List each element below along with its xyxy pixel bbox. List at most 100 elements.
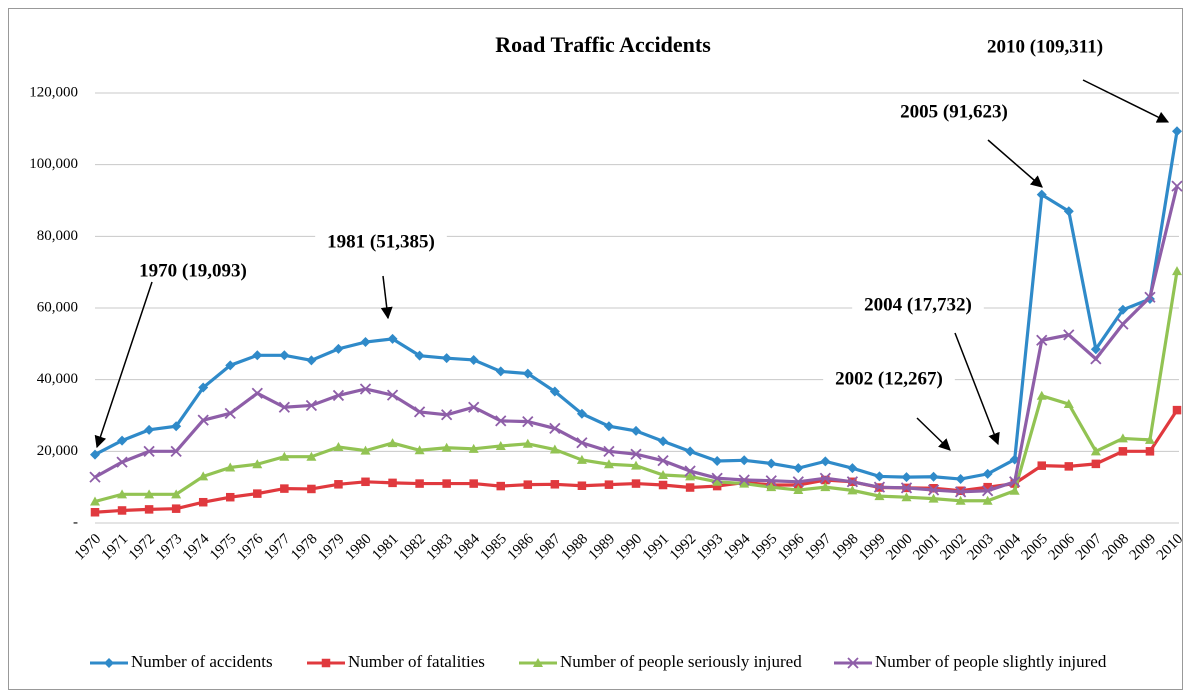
marker bbox=[171, 421, 182, 432]
marker bbox=[117, 506, 127, 515]
marker bbox=[90, 508, 100, 517]
marker bbox=[820, 482, 831, 492]
marker bbox=[441, 353, 452, 364]
legend-marker bbox=[847, 657, 859, 669]
marker bbox=[306, 355, 317, 366]
marker bbox=[441, 442, 452, 452]
marker bbox=[549, 386, 560, 397]
marker bbox=[739, 455, 750, 466]
marker bbox=[1172, 126, 1182, 137]
marker bbox=[387, 438, 398, 448]
marker bbox=[549, 422, 561, 435]
marker bbox=[712, 481, 722, 491]
annotation-arrow bbox=[987, 139, 1043, 188]
marker bbox=[631, 425, 641, 436]
marker bbox=[468, 401, 480, 413]
marker bbox=[630, 448, 642, 460]
marker bbox=[414, 350, 425, 361]
marker bbox=[658, 480, 668, 490]
marker bbox=[413, 406, 426, 418]
marker bbox=[468, 443, 479, 453]
marker bbox=[927, 484, 940, 496]
marker bbox=[442, 479, 451, 488]
marker bbox=[819, 472, 831, 484]
annotation-arrow bbox=[380, 275, 393, 320]
marker bbox=[1063, 399, 1074, 409]
marker bbox=[170, 445, 182, 457]
marker bbox=[901, 492, 912, 502]
marker bbox=[1118, 447, 1128, 456]
marker bbox=[1009, 476, 1021, 488]
legend-marker bbox=[104, 658, 114, 668]
marker bbox=[1172, 266, 1182, 276]
marker bbox=[198, 497, 208, 507]
marker bbox=[1037, 461, 1046, 470]
legend-item: Number of people slightly injured bbox=[834, 652, 1107, 671]
y-tick-label: 40,000 bbox=[37, 371, 78, 387]
marker bbox=[414, 445, 425, 455]
legend-item: Number of accidents bbox=[90, 652, 273, 671]
marker bbox=[225, 462, 236, 472]
marker bbox=[171, 504, 181, 513]
marker bbox=[1036, 390, 1047, 400]
marker bbox=[359, 383, 372, 395]
marker bbox=[171, 489, 182, 499]
marker bbox=[90, 449, 100, 460]
marker bbox=[847, 463, 858, 474]
marker bbox=[279, 451, 290, 461]
marker bbox=[280, 484, 289, 493]
annotation-arrow bbox=[916, 417, 951, 451]
annotation-bg bbox=[127, 256, 259, 286]
marker bbox=[143, 445, 155, 457]
marker bbox=[90, 496, 100, 506]
annotation-arrow bbox=[1082, 79, 1170, 123]
marker bbox=[793, 485, 804, 495]
marker bbox=[251, 387, 263, 399]
marker bbox=[576, 408, 587, 419]
annotation-arrow bbox=[94, 281, 153, 449]
marker bbox=[604, 480, 614, 489]
marker bbox=[873, 481, 886, 493]
marker bbox=[685, 446, 696, 457]
marker bbox=[631, 460, 641, 470]
marker bbox=[1090, 446, 1101, 456]
series bbox=[90, 266, 1182, 506]
marker bbox=[496, 481, 505, 491]
marker bbox=[929, 483, 938, 493]
marker bbox=[955, 495, 966, 505]
annotation: 2005 (91,623) bbox=[900, 101, 1008, 122]
marker bbox=[197, 414, 209, 426]
marker bbox=[846, 476, 859, 488]
annotation: 2004 (17,732) bbox=[864, 294, 972, 315]
marker bbox=[522, 415, 534, 428]
marker bbox=[874, 471, 885, 482]
marker bbox=[765, 475, 777, 487]
marker bbox=[1091, 459, 1101, 469]
marker bbox=[900, 482, 913, 494]
marker bbox=[657, 455, 669, 467]
marker bbox=[874, 491, 885, 501]
marker bbox=[603, 459, 614, 469]
marker bbox=[1117, 304, 1128, 315]
annotation: 1970 (19,093) bbox=[139, 260, 247, 281]
legend-label: Number of fatalities bbox=[348, 652, 485, 671]
marker bbox=[144, 489, 155, 499]
marker bbox=[982, 485, 994, 497]
marker bbox=[820, 456, 831, 467]
marker bbox=[955, 474, 966, 485]
marker bbox=[441, 409, 453, 421]
marker bbox=[253, 489, 262, 498]
marker bbox=[603, 445, 615, 457]
y-tick-label: - bbox=[73, 514, 78, 530]
marker bbox=[1172, 405, 1182, 415]
annotation-bg bbox=[315, 227, 447, 257]
marker bbox=[1144, 434, 1155, 444]
marker bbox=[658, 469, 669, 479]
marker bbox=[198, 382, 209, 393]
marker bbox=[224, 407, 236, 419]
marker bbox=[252, 459, 263, 469]
marker bbox=[495, 440, 506, 450]
marker bbox=[278, 401, 290, 413]
